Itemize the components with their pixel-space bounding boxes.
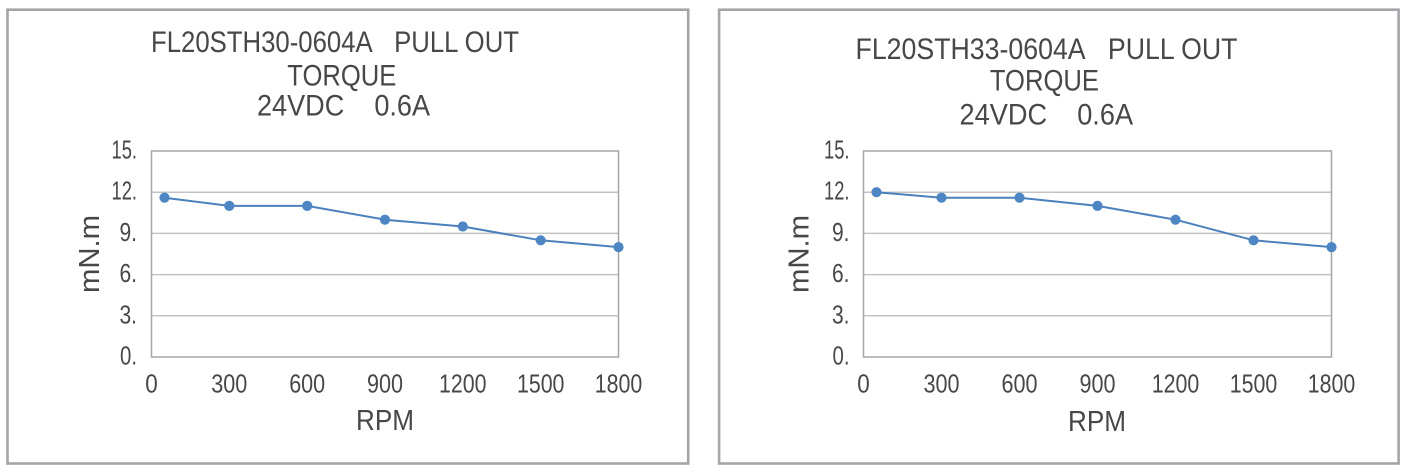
- svg-text:300: 300: [924, 369, 960, 399]
- svg-text:1200: 1200: [1152, 369, 1200, 399]
- svg-text:RPM: RPM: [1068, 406, 1126, 438]
- svg-text:0.: 0.: [833, 341, 850, 371]
- svg-text:9.: 9.: [832, 217, 850, 247]
- svg-text:FL20STH30-0604A PULL OUT: FL20STH30-0604A PULL OUT: [151, 26, 519, 59]
- svg-text:0: 0: [145, 369, 158, 399]
- svg-text:900: 900: [1080, 369, 1116, 399]
- svg-text:mN.m: mN.m: [784, 215, 816, 293]
- svg-text:TORQUE: TORQUE: [287, 59, 396, 92]
- svg-text:1200: 1200: [439, 369, 487, 399]
- svg-text:1500: 1500: [1230, 369, 1278, 399]
- svg-text:12.: 12.: [824, 176, 850, 206]
- svg-text:3.: 3.: [832, 299, 850, 329]
- svg-text:24VDC 0.6A: 24VDC 0.6A: [257, 89, 430, 122]
- svg-text:900: 900: [367, 369, 403, 399]
- svg-text:RPM: RPM: [356, 405, 414, 437]
- svg-text:0: 0: [857, 369, 870, 399]
- svg-text:3.: 3.: [120, 299, 138, 329]
- svg-text:15.: 15.: [824, 135, 850, 165]
- svg-text:6.: 6.: [120, 258, 138, 288]
- svg-text:15.: 15.: [112, 135, 138, 165]
- svg-text:12.: 12.: [112, 176, 138, 206]
- svg-text:9.: 9.: [120, 217, 138, 247]
- svg-text:1800: 1800: [1308, 369, 1356, 399]
- svg-text:600: 600: [289, 369, 325, 399]
- svg-text:TORQUE: TORQUE: [990, 65, 1099, 98]
- svg-text:600: 600: [1002, 369, 1038, 399]
- svg-text:6.: 6.: [832, 258, 850, 288]
- svg-text:FL20STH33-0604A PULL OUT: FL20STH33-0604A PULL OUT: [856, 33, 1238, 66]
- svg-text:1500: 1500: [517, 369, 565, 399]
- svg-text:mN.m: mN.m: [74, 215, 106, 293]
- svg-text:24VDC 0.6A: 24VDC 0.6A: [960, 99, 1134, 132]
- svg-text:300: 300: [211, 369, 247, 399]
- svg-text:1800: 1800: [595, 369, 643, 399]
- svg-text:0.: 0.: [120, 341, 137, 371]
